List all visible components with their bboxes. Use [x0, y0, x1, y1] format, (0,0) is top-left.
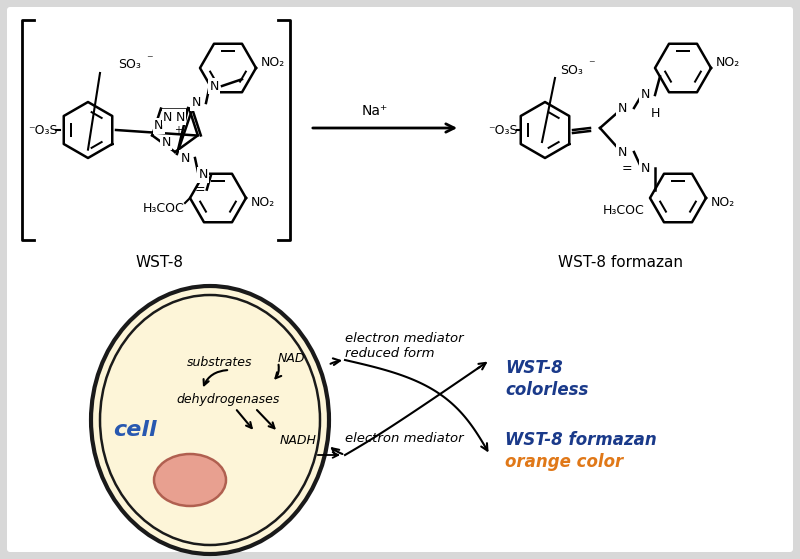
Text: WST-8 formazan: WST-8 formazan: [558, 255, 682, 270]
Text: N: N: [163, 111, 172, 124]
Text: N: N: [162, 136, 171, 149]
Text: orange color: orange color: [505, 453, 623, 471]
Text: electron mediator: electron mediator: [345, 432, 464, 445]
Ellipse shape: [91, 286, 329, 554]
Text: electron mediator: electron mediator: [345, 332, 464, 345]
Text: substrates: substrates: [187, 356, 253, 368]
Text: N: N: [191, 97, 201, 110]
Text: +: +: [174, 125, 182, 135]
Text: WST-8 formazan: WST-8 formazan: [505, 431, 657, 449]
Text: H₃COC: H₃COC: [143, 201, 185, 215]
Text: N: N: [198, 168, 208, 182]
Text: ⁻O₃S: ⁻O₃S: [28, 124, 58, 136]
Text: reduced form: reduced form: [345, 347, 434, 360]
Text: NAD: NAD: [278, 352, 306, 364]
Text: SO₃: SO₃: [560, 64, 583, 77]
Ellipse shape: [154, 454, 226, 506]
Text: dehydrogenases: dehydrogenases: [176, 394, 280, 406]
Text: colorless: colorless: [505, 381, 588, 399]
Text: N: N: [210, 79, 218, 92]
Text: ⁻O₃S: ⁻O₃S: [488, 124, 518, 136]
Text: NO₂: NO₂: [711, 197, 735, 210]
Text: N: N: [640, 162, 650, 174]
Text: N: N: [618, 102, 626, 115]
Text: N: N: [154, 120, 163, 132]
Text: N: N: [618, 145, 626, 159]
Text: cell: cell: [113, 420, 157, 440]
Text: WST-8: WST-8: [136, 255, 184, 270]
Text: SO₃: SO₃: [118, 59, 141, 72]
Text: NO₂: NO₂: [251, 197, 275, 210]
Text: =: =: [194, 183, 206, 196]
Text: N: N: [176, 111, 185, 124]
Text: WST-8: WST-8: [505, 359, 562, 377]
Text: NADH: NADH: [280, 433, 317, 447]
FancyBboxPatch shape: [7, 7, 793, 552]
Text: =: =: [622, 162, 632, 175]
Text: NO₂: NO₂: [261, 56, 286, 69]
Text: N: N: [640, 88, 650, 102]
Text: NO₂: NO₂: [716, 56, 740, 69]
Text: ⁻: ⁻: [146, 54, 153, 67]
Text: Na⁺: Na⁺: [362, 104, 388, 118]
Text: ⁻: ⁻: [588, 59, 594, 72]
Text: H₃COC: H₃COC: [603, 203, 645, 216]
Text: N: N: [180, 151, 190, 164]
Text: H: H: [650, 107, 660, 120]
